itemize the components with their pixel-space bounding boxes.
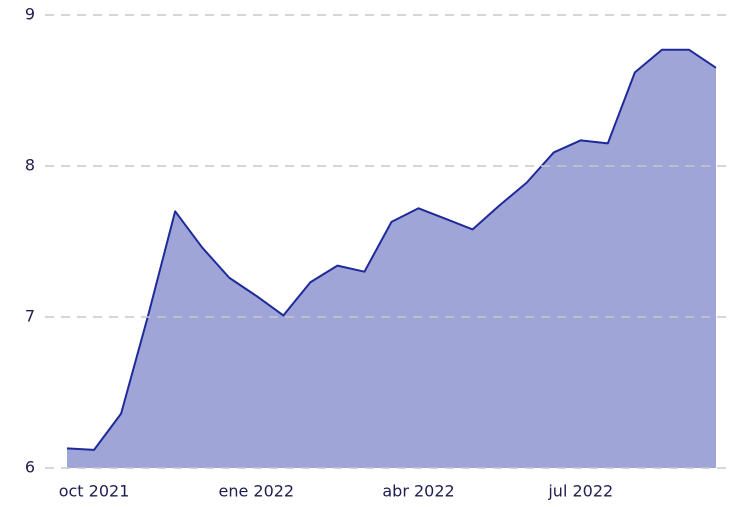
- area: [67, 49, 716, 468]
- y-tick-label: 8: [25, 156, 35, 175]
- x-tick-label: jul 2022: [547, 482, 613, 501]
- x-tick-label: ene 2022: [218, 482, 294, 501]
- x-tick-label: oct 2021: [59, 482, 130, 501]
- x-tick-label: abr 2022: [382, 482, 454, 501]
- line: [66, 48, 717, 451]
- y-tick-label: 9: [25, 5, 35, 24]
- y-tick-label: 6: [25, 458, 35, 477]
- y-tick-label: 7: [25, 307, 35, 326]
